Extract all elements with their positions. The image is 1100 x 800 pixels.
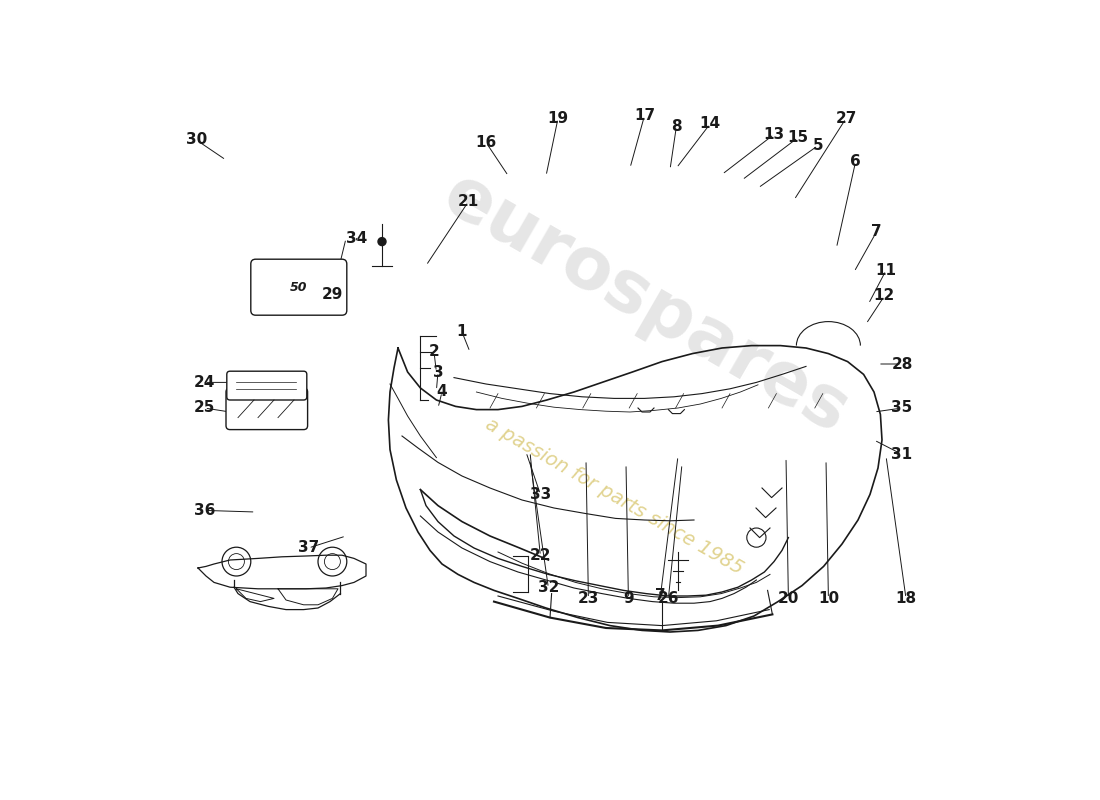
- Text: eurospares: eurospares: [431, 160, 861, 448]
- Text: 37: 37: [298, 541, 319, 555]
- Text: 12: 12: [873, 289, 895, 303]
- Text: 8: 8: [671, 119, 682, 134]
- Text: 35: 35: [891, 401, 913, 415]
- Text: 28: 28: [891, 357, 913, 371]
- Text: 33: 33: [530, 487, 551, 502]
- FancyBboxPatch shape: [227, 371, 307, 400]
- Text: 10: 10: [817, 591, 839, 606]
- Text: 2: 2: [429, 345, 439, 359]
- Text: 27: 27: [835, 111, 857, 126]
- Text: 6: 6: [850, 154, 861, 169]
- Text: 11: 11: [876, 263, 896, 278]
- Text: 15: 15: [788, 130, 808, 145]
- FancyBboxPatch shape: [251, 259, 346, 315]
- Text: 36: 36: [194, 503, 216, 518]
- Text: 34: 34: [345, 231, 367, 246]
- Text: 4: 4: [437, 385, 448, 399]
- Text: 20: 20: [778, 591, 799, 606]
- Text: 22: 22: [530, 549, 551, 563]
- Text: 16: 16: [475, 135, 496, 150]
- Text: 23: 23: [578, 591, 600, 606]
- Text: 5: 5: [813, 138, 823, 153]
- Text: 24: 24: [194, 375, 216, 390]
- Text: 50: 50: [290, 281, 308, 294]
- Text: 9: 9: [623, 591, 634, 606]
- FancyBboxPatch shape: [226, 388, 308, 430]
- Text: 17: 17: [634, 109, 654, 123]
- Text: 19: 19: [548, 111, 569, 126]
- Text: 7: 7: [871, 225, 882, 239]
- Text: 21: 21: [458, 194, 478, 209]
- Text: 7: 7: [656, 589, 666, 603]
- Text: 29: 29: [321, 287, 343, 302]
- Text: 30: 30: [186, 133, 207, 147]
- Text: 3: 3: [432, 365, 443, 379]
- Text: 13: 13: [763, 127, 784, 142]
- Text: 1: 1: [456, 325, 468, 339]
- Text: a passion for parts since 1985: a passion for parts since 1985: [482, 414, 746, 578]
- Text: 26: 26: [658, 591, 679, 606]
- Text: 14: 14: [700, 117, 720, 131]
- Circle shape: [378, 238, 386, 246]
- Text: 32: 32: [538, 581, 559, 595]
- Text: 18: 18: [895, 591, 916, 606]
- Text: 25: 25: [194, 401, 216, 415]
- Text: 31: 31: [891, 447, 913, 462]
